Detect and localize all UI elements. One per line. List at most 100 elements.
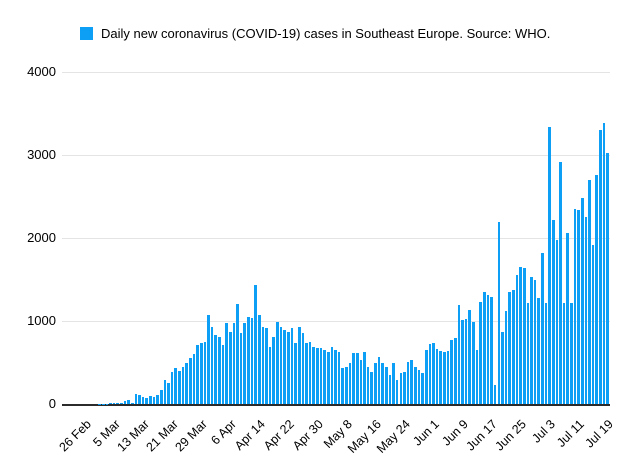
bar <box>174 368 178 404</box>
x-axis-label: Apr 30 <box>290 417 326 453</box>
bar <box>486 294 490 404</box>
bar <box>570 303 573 404</box>
bar <box>109 403 112 404</box>
bar <box>530 276 533 404</box>
bar <box>236 303 239 404</box>
x-axis-label: Jul 11 <box>554 417 588 450</box>
bar <box>479 302 482 404</box>
gridline <box>62 72 610 73</box>
bar <box>261 326 265 404</box>
bar <box>450 340 453 404</box>
bar <box>424 350 428 404</box>
bar <box>388 374 392 404</box>
bar <box>326 351 330 404</box>
x-axis-label: Jul 3 <box>529 417 559 446</box>
bar <box>403 371 406 404</box>
bar <box>439 350 443 404</box>
bar <box>537 298 541 404</box>
bar <box>199 343 203 404</box>
bar <box>272 336 276 404</box>
bar <box>392 363 395 404</box>
x-axis-label: 29 Mar <box>172 417 210 455</box>
bar <box>196 345 199 404</box>
bar <box>475 350 479 404</box>
bar <box>566 233 570 404</box>
bar <box>363 351 366 404</box>
bar <box>247 316 250 404</box>
bar <box>228 331 232 404</box>
bar <box>138 394 141 404</box>
y-axis-label: 0 <box>48 396 56 411</box>
bar <box>421 373 424 404</box>
bar <box>580 198 584 404</box>
bar <box>218 336 221 404</box>
bar <box>562 303 566 404</box>
bar <box>399 373 403 404</box>
bar <box>551 219 555 404</box>
bar <box>493 384 497 404</box>
bar <box>588 179 591 404</box>
y-axis-label: 2000 <box>27 230 56 245</box>
bar <box>127 400 130 404</box>
chart-legend: Daily new coronavirus (COVID-19) cases i… <box>80 26 550 41</box>
bar <box>316 348 319 404</box>
bar <box>519 266 522 404</box>
bar <box>374 363 377 404</box>
bar <box>319 348 323 404</box>
bar <box>221 345 225 404</box>
x-axis-label: Jun 17 <box>463 417 501 454</box>
bar <box>573 208 577 404</box>
bar <box>192 354 196 404</box>
bar <box>116 403 120 404</box>
bar <box>548 126 551 404</box>
bar <box>214 335 218 404</box>
bar <box>185 362 188 404</box>
bar <box>606 153 609 404</box>
bar <box>501 331 504 404</box>
gridline <box>62 155 610 156</box>
bar <box>232 323 236 404</box>
x-axis-label: Jun 25 <box>492 417 530 454</box>
bar <box>577 209 580 404</box>
bar <box>599 130 602 404</box>
bar <box>526 303 530 404</box>
bar <box>366 366 370 404</box>
bar <box>595 174 599 404</box>
bar <box>210 326 214 404</box>
bar <box>508 291 511 404</box>
gridline <box>62 321 610 322</box>
bar <box>414 366 417 404</box>
bar <box>443 351 446 404</box>
x-axis-line <box>62 403 610 406</box>
bar <box>181 366 185 404</box>
bar <box>257 315 261 404</box>
bar <box>591 245 595 404</box>
bar <box>305 343 308 404</box>
y-axis-label: 4000 <box>27 64 56 79</box>
bar <box>417 369 421 404</box>
bar <box>384 366 388 404</box>
bar <box>468 310 472 404</box>
bar <box>239 333 243 404</box>
bar <box>250 317 254 404</box>
bar <box>464 319 468 404</box>
bar <box>294 343 297 404</box>
x-axis-label: 13 Mar <box>114 417 152 455</box>
bar <box>141 396 145 404</box>
bar <box>602 122 606 404</box>
bar <box>287 331 290 404</box>
bar <box>559 161 562 404</box>
bar <box>279 326 283 404</box>
bar <box>308 341 312 404</box>
bar <box>541 253 544 404</box>
bar <box>352 353 355 404</box>
bar <box>297 326 301 404</box>
bar <box>265 328 268 404</box>
bar <box>504 311 508 404</box>
bar <box>544 303 548 404</box>
bar <box>472 321 475 404</box>
bar <box>515 274 519 404</box>
bar <box>555 240 559 404</box>
bar <box>355 353 359 404</box>
